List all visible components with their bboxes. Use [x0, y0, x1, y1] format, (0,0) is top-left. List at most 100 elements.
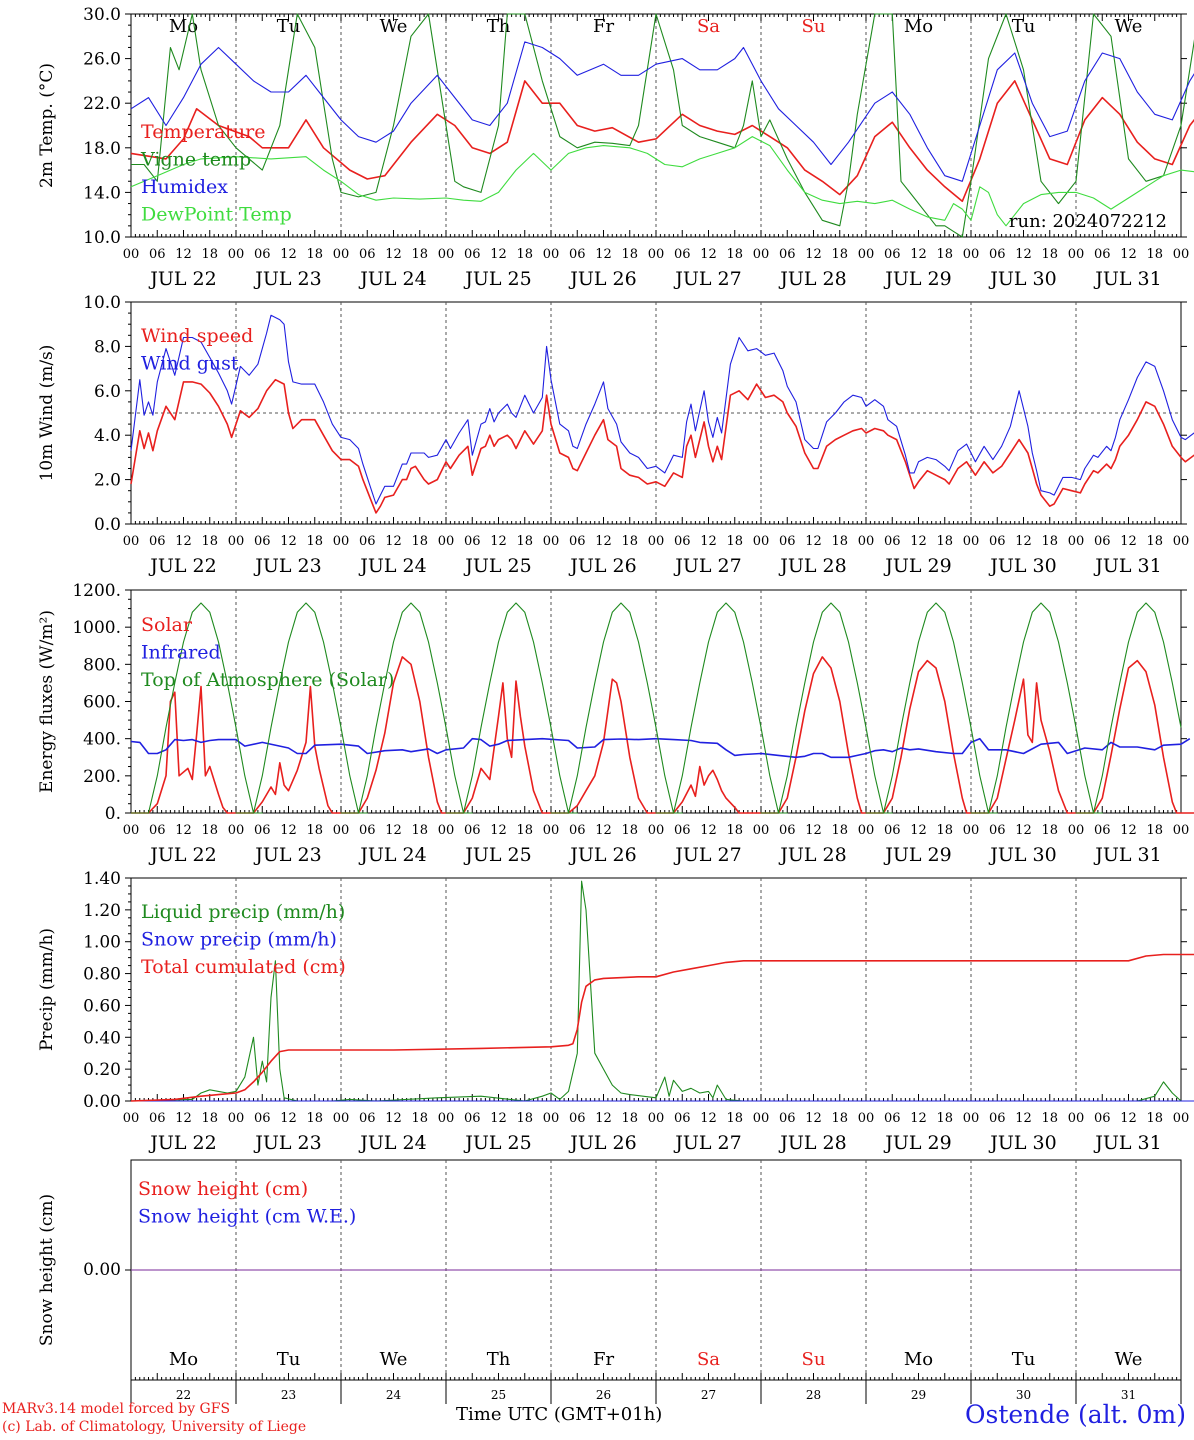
date-label: JUL 22	[148, 268, 216, 290]
date-label: JUL 24	[358, 844, 426, 866]
hour-label: 06	[254, 247, 271, 262]
y-tick-label: 0.80	[83, 965, 121, 985]
hour-label: 12	[910, 1111, 927, 1126]
hour-label: 12	[280, 247, 297, 262]
hour-label: 18	[516, 534, 533, 549]
legend-entry: Vigne temp	[140, 149, 251, 171]
date-number: 24	[386, 1388, 402, 1402]
hour-label: 12	[385, 534, 402, 549]
series-wind-gust	[130, 314, 1194, 505]
hour-label: 06	[149, 534, 166, 549]
date-label: JUL 25	[463, 844, 531, 866]
hour-label: 12	[175, 247, 192, 262]
hour-label: 06	[464, 247, 481, 262]
hour-label: 06	[779, 534, 796, 549]
series-infrared	[130, 737, 1191, 759]
hour-label: 00	[1068, 1111, 1085, 1126]
hour-label: 06	[884, 534, 901, 549]
hour-label: 06	[884, 247, 901, 262]
panel-4: 0.00 0.20 0.40 0.60 0.80 1.00 1.20 1.40 Precip (…	[37, 869, 1194, 1154]
hour-label: 12	[700, 823, 717, 838]
hour-label: 06	[464, 823, 481, 838]
hour-label: 12	[805, 247, 822, 262]
hour-label: 00	[438, 1111, 455, 1126]
hour-label: 00	[333, 823, 350, 838]
y-axis-label: Snow height (cm)	[37, 1194, 57, 1346]
hour-label: 00	[963, 1111, 980, 1126]
hour-label: 06	[254, 534, 271, 549]
day-name: We	[1115, 1349, 1143, 1370]
y-tick-label: 1000.	[72, 618, 121, 638]
time-axis-label: Time UTC (GMT+01h)	[456, 1404, 663, 1425]
hour-label: 00	[648, 247, 665, 262]
hour-label: 06	[1094, 1111, 1111, 1126]
hour-label: 12	[1015, 1111, 1032, 1126]
day-name: We	[1115, 16, 1143, 37]
hour-label: 00	[1068, 534, 1085, 549]
series-total-cumulated-cm	[130, 953, 1194, 1102]
hour-label: 06	[149, 1111, 166, 1126]
y-tick-label: 6.0	[94, 382, 121, 402]
hour-label: 06	[779, 823, 796, 838]
day-name: Th	[487, 16, 511, 37]
date-label: JUL 31	[1093, 268, 1161, 290]
hour-label: 18	[1146, 534, 1163, 549]
hour-label: 00	[753, 1111, 770, 1126]
date-label: JUL 24	[358, 555, 426, 577]
hour-label: 00	[1173, 534, 1190, 549]
series-humidex	[130, 41, 1194, 182]
y-tick-label: 4.0	[94, 426, 121, 446]
date-label: JUL 26	[568, 555, 636, 577]
hour-label: 18	[201, 534, 218, 549]
hour-label: 00	[543, 534, 560, 549]
run-label: run: 2024072212	[1009, 211, 1167, 232]
hour-label: 00	[753, 823, 770, 838]
series-solar	[131, 656, 1194, 814]
hour-label: 18	[621, 534, 638, 549]
hour-label: 06	[1094, 534, 1111, 549]
day-name: We	[380, 1349, 408, 1370]
y-tick-label: 200.	[83, 767, 121, 787]
hour-label: 06	[359, 534, 376, 549]
panel-1: 10.0 14.0 18.0 22.0 26.0 30.0 2m Temp. (°C) Mo T…	[37, 5, 1194, 290]
model-credit: MARv3.14 model forced by GFS (c) Lab. of…	[2, 1400, 306, 1436]
date-number: 27	[701, 1388, 716, 1402]
date-number: 25	[491, 1388, 506, 1402]
hour-label: 18	[1041, 247, 1058, 262]
hour-label: 00	[648, 534, 665, 549]
hour-label: 18	[621, 823, 638, 838]
date-label: JUL 27	[673, 268, 741, 290]
hour-label: 00	[1068, 247, 1085, 262]
legend-entry: Wind gust	[141, 353, 239, 375]
hour-label: 00	[333, 534, 350, 549]
hour-label: 12	[280, 1111, 297, 1126]
hour-label: 18	[411, 1111, 428, 1126]
date-label: JUL 25	[463, 268, 531, 290]
date-label: JUL 27	[673, 844, 741, 866]
hour-label: 12	[700, 247, 717, 262]
hour-label: 18	[1146, 1111, 1163, 1126]
hour-label: 18	[411, 823, 428, 838]
hour-label: 06	[569, 823, 586, 838]
y-tick-label: 0.00	[83, 1260, 121, 1280]
y-tick-label: 26.0	[83, 50, 121, 70]
hour-label: 06	[674, 823, 691, 838]
hour-label: 00	[963, 823, 980, 838]
hour-label: 18	[936, 534, 953, 549]
hour-label: 00	[333, 1111, 350, 1126]
hour-label: 18	[726, 534, 743, 549]
hour-label: 00	[438, 247, 455, 262]
date-label: JUL 28	[778, 1132, 846, 1154]
hour-label: 00	[753, 534, 770, 549]
y-tick-label: 10.0	[83, 293, 121, 313]
hour-label: 00	[123, 823, 140, 838]
hour-label: 18	[411, 534, 428, 549]
day-name: Th	[487, 1349, 511, 1370]
y-tick-label: 2.0	[94, 471, 121, 491]
hour-label: 18	[621, 247, 638, 262]
y-tick-label: 18.0	[83, 139, 121, 159]
date-label: JUL 28	[778, 844, 846, 866]
panel-5: 0.00 Snow height (cm) Snow height (cm) Snow…	[37, 1159, 1182, 1404]
date-label: JUL 27	[673, 555, 741, 577]
